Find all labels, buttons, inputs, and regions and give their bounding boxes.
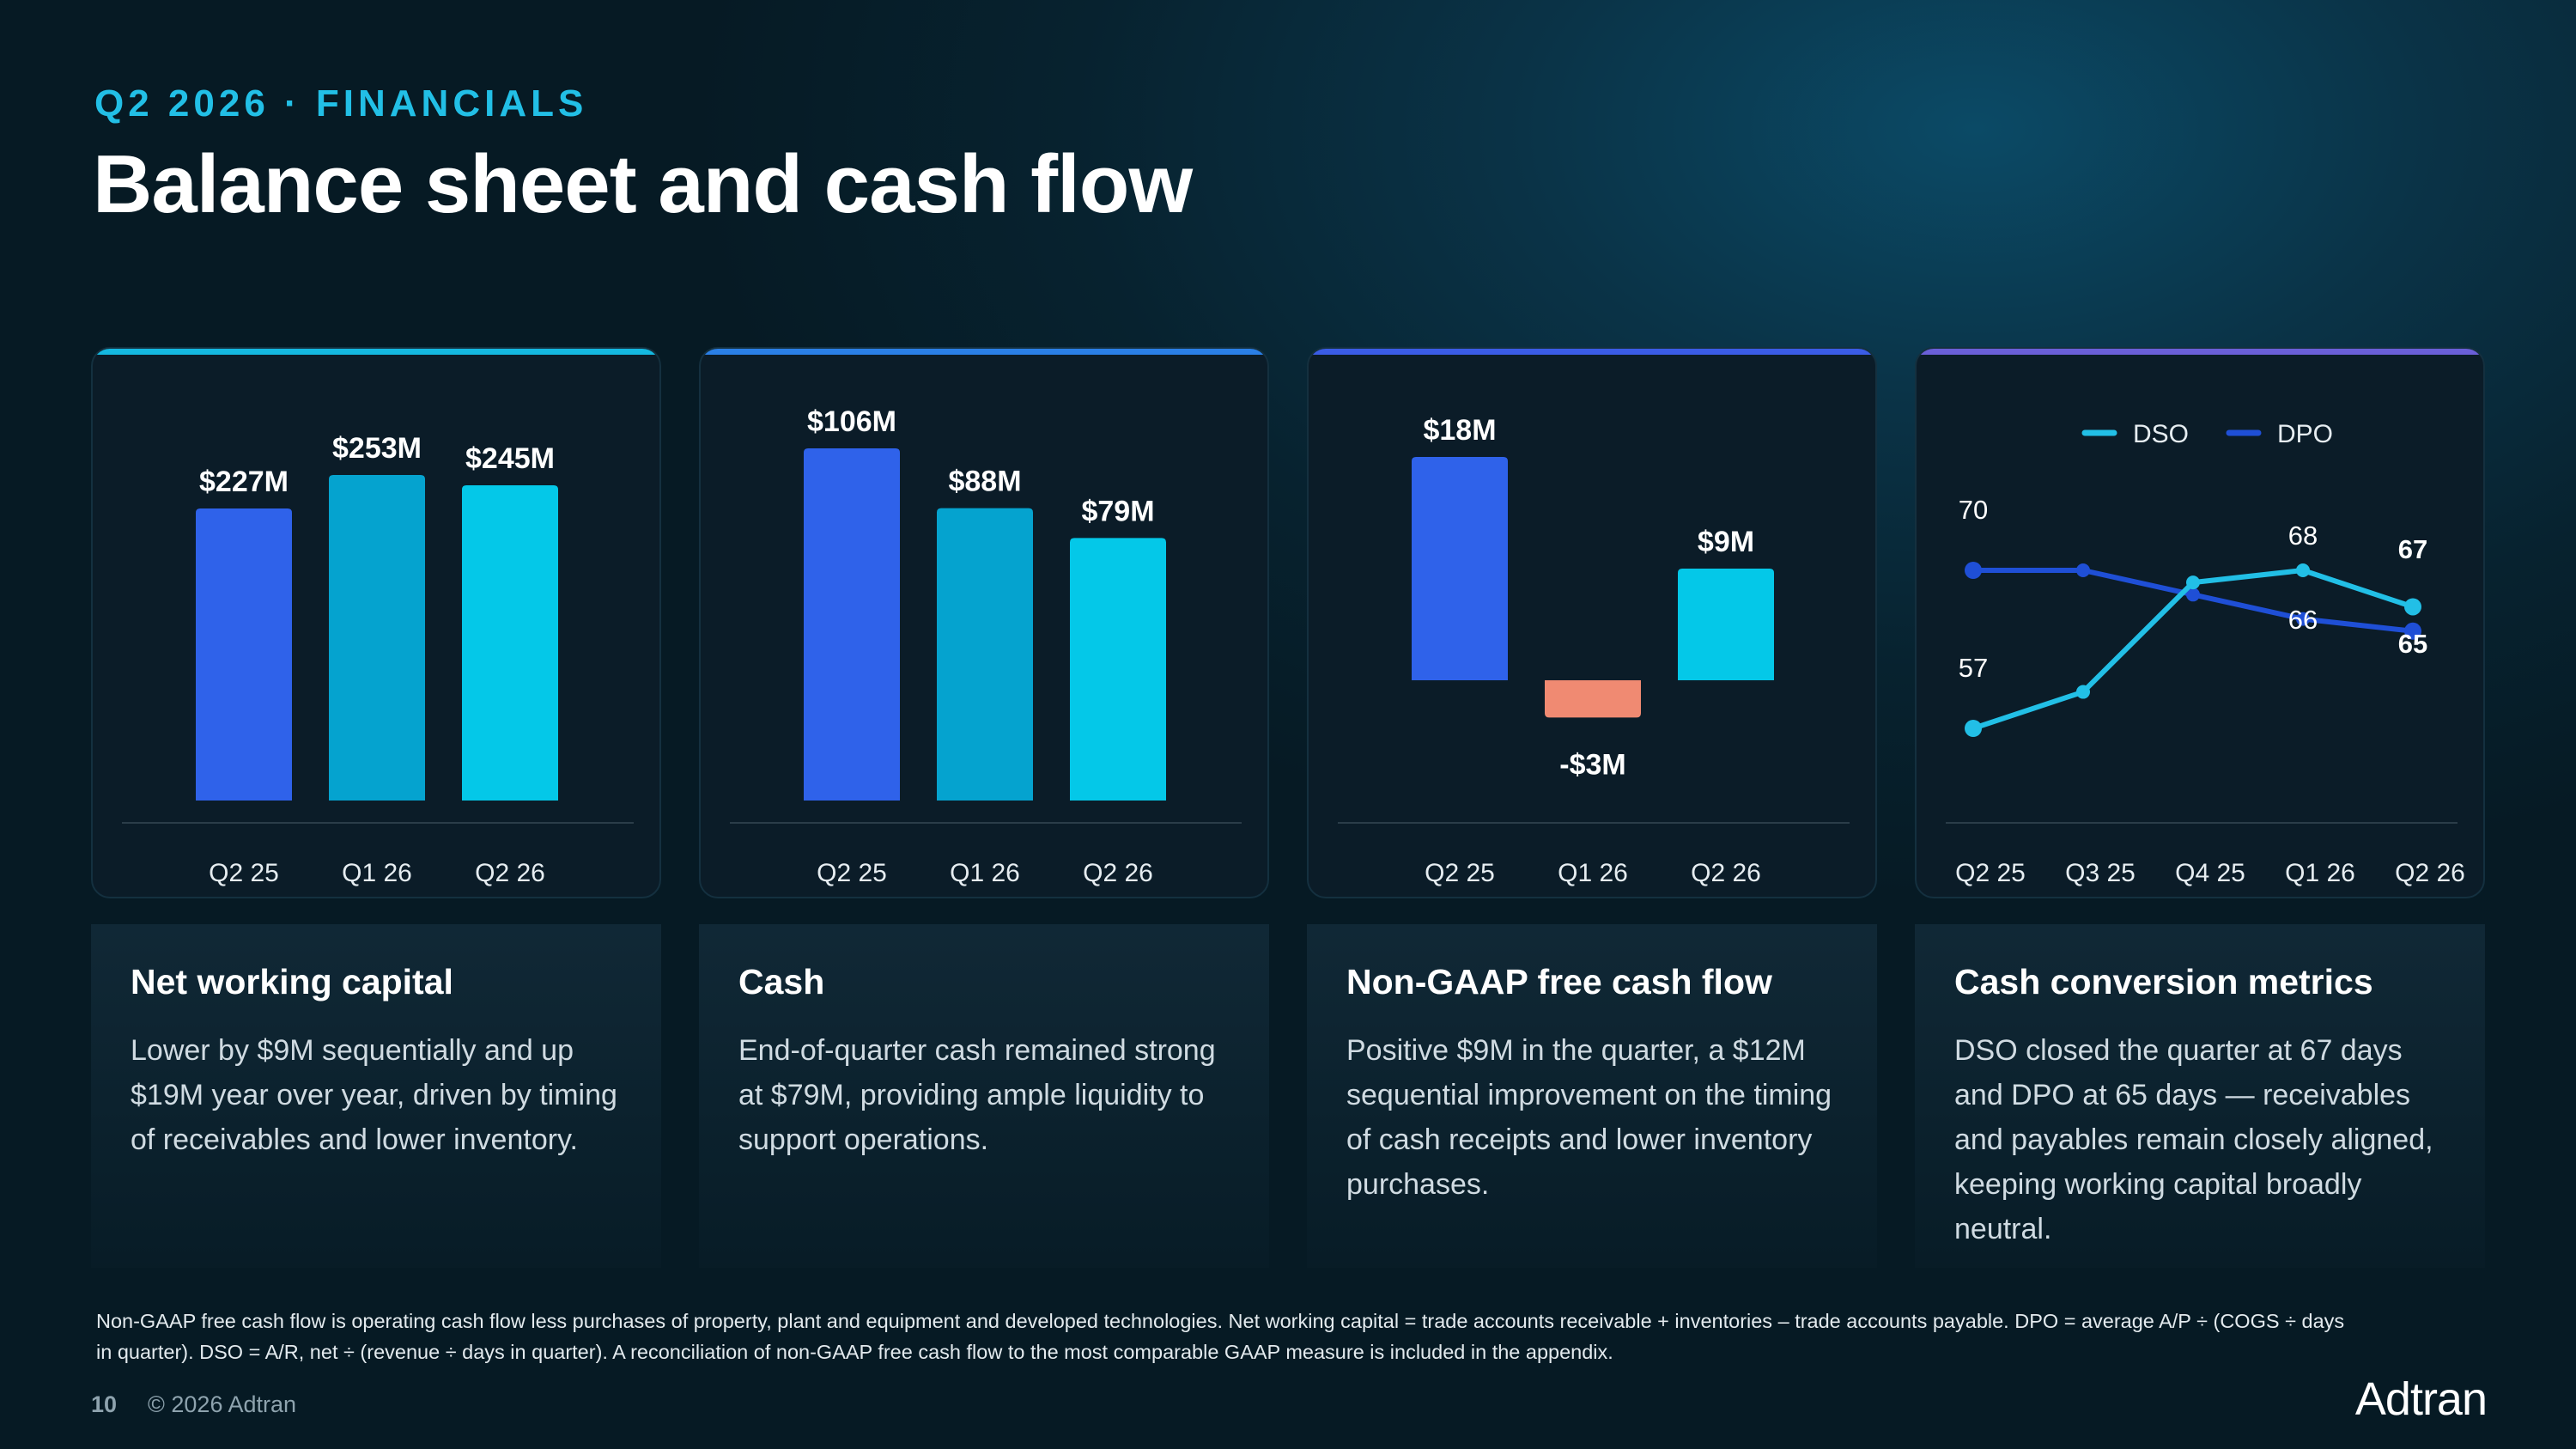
panel-body: DSO closed the quarter at 67 days and DP… <box>1954 1034 2433 1245</box>
data-point <box>2404 598 2421 616</box>
panel-heading: Net working capital <box>131 962 453 1002</box>
x-tick-label: Q2 26 <box>475 859 545 887</box>
x-tick-label: Q2 26 <box>1083 859 1153 887</box>
point-label: 67 <box>2398 534 2427 564</box>
x-tick-label: Q2 25 <box>1425 859 1495 887</box>
x-tick-label: Q2 25 <box>1955 859 2026 887</box>
page-title: Balance sheet and cash flow <box>93 138 1193 230</box>
data-point <box>2404 622 2421 640</box>
data-point <box>2076 563 2090 577</box>
data-label: $18M <box>1423 414 1496 447</box>
point-label: 70 <box>1959 495 1988 525</box>
panel-net-working-capital: Net working capital Lower by $9M sequent… <box>91 924 661 1268</box>
chart-card-free-cash-flow: $18M Q2 25 -$3M Q1 26 $9M Q2 26 <box>1307 347 1877 898</box>
x-tick-label: Q2 26 <box>2395 859 2465 887</box>
x-tick-label: Q1 26 <box>2285 859 2355 887</box>
panel-heading: Cash conversion metrics <box>1954 962 2373 1002</box>
data-point <box>1965 720 1982 737</box>
bar <box>196 508 292 801</box>
panel-cash-conversion: Cash conversion metrics DSO closed the q… <box>1915 924 2485 1268</box>
chart-card-cash: $106M Q2 25 $88M Q1 26 $79M Q2 26 <box>699 347 1269 898</box>
legend-label: DPO <box>2277 420 2333 448</box>
chart-card-cash-conversion: DSO DPO 57 68 67 70 66 65 Q2 25 Q3 25 Q4 25 Q1 26 Q2… <box>1915 347 2485 898</box>
x-tick-label: Q2 25 <box>817 859 887 887</box>
chart-card-net-working-capital: $227M Q2 25 $253M Q1 26 $245M Q2 26 <box>91 347 661 898</box>
free-cash-flow-chart: $18M Q2 25 -$3M Q1 26 $9M Q2 26 <box>1338 414 1850 887</box>
panel-body: Positive $9M in the quarter, a $12M sequ… <box>1346 1034 1832 1201</box>
page-number: 10 <box>91 1391 118 1417</box>
data-point <box>2296 612 2310 626</box>
point-label: 66 <box>2288 605 2318 635</box>
footnote: Non-GAAP free cash flow is operating cas… <box>96 1310 2345 1363</box>
bar <box>937 508 1033 801</box>
bar <box>1070 538 1166 801</box>
card-accent-bar <box>701 349 1267 355</box>
cash-conversion-chart: DSO DPO 57 68 67 70 66 65 Q2 25 Q3 25 Q4 25 Q1 26 Q2… <box>1946 420 2465 887</box>
panel-heading: Non-GAAP free cash flow <box>1346 962 1772 1002</box>
data-label: $245M <box>465 442 555 475</box>
data-label: $88M <box>948 466 1021 498</box>
panel-body: End-of-quarter cash remained strong at $… <box>738 1034 1216 1156</box>
x-tick-label: Q4 25 <box>2175 859 2245 887</box>
point-label: 57 <box>1959 653 1988 683</box>
cash-chart: $106M Q2 25 $88M Q1 26 $79M Q2 26 <box>730 405 1242 887</box>
data-label: $79M <box>1081 495 1154 527</box>
bar <box>329 475 425 801</box>
panel-heading: Cash <box>738 962 825 1002</box>
data-label: $106M <box>807 405 896 438</box>
x-tick-label: Q3 25 <box>2065 859 2136 887</box>
data-label: $227M <box>199 466 289 498</box>
copyright: © 2026 Adtran <box>148 1391 297 1417</box>
card-accent-bar <box>1309 349 1875 355</box>
bar <box>1678 569 1774 680</box>
bar <box>462 485 558 801</box>
x-tick-label: Q2 26 <box>1691 859 1761 887</box>
data-point <box>2296 563 2310 577</box>
panel-free-cash-flow: Non-GAAP free cash flow Positive $9M in … <box>1307 924 1877 1268</box>
bar <box>1412 457 1508 680</box>
x-tick-label: Q1 26 <box>950 859 1020 887</box>
x-tick-label: Q1 26 <box>1558 859 1628 887</box>
x-tick-label: Q1 26 <box>342 859 412 887</box>
legend-label: DSO <box>2133 420 2189 448</box>
data-label: $253M <box>332 432 422 465</box>
bar <box>804 448 900 801</box>
data-label: -$3M <box>1559 748 1625 781</box>
point-label: 68 <box>2288 521 2318 551</box>
data-point <box>2076 685 2090 699</box>
x-tick-label: Q2 25 <box>209 859 279 887</box>
panel-body: Lower by $9M sequentially and up $19M ye… <box>131 1034 617 1156</box>
section-eyebrow: Q2 2026 · FINANCIALS <box>94 82 588 125</box>
bar <box>1545 680 1641 718</box>
adtran-logo: Adtran <box>2354 1373 2488 1425</box>
card-accent-bar <box>93 349 659 355</box>
card-accent-bar <box>1917 349 2483 355</box>
net-working-capital-chart: $227M Q2 25 $253M Q1 26 $245M Q2 26 <box>122 432 634 887</box>
panel-cash: Cash End-of-quarter cash remained strong… <box>699 924 1269 1268</box>
data-point <box>2186 575 2200 590</box>
point-label: 65 <box>2398 629 2427 659</box>
data-point <box>2186 588 2200 602</box>
data-label: $9M <box>1698 526 1754 558</box>
data-point <box>1965 562 1982 579</box>
